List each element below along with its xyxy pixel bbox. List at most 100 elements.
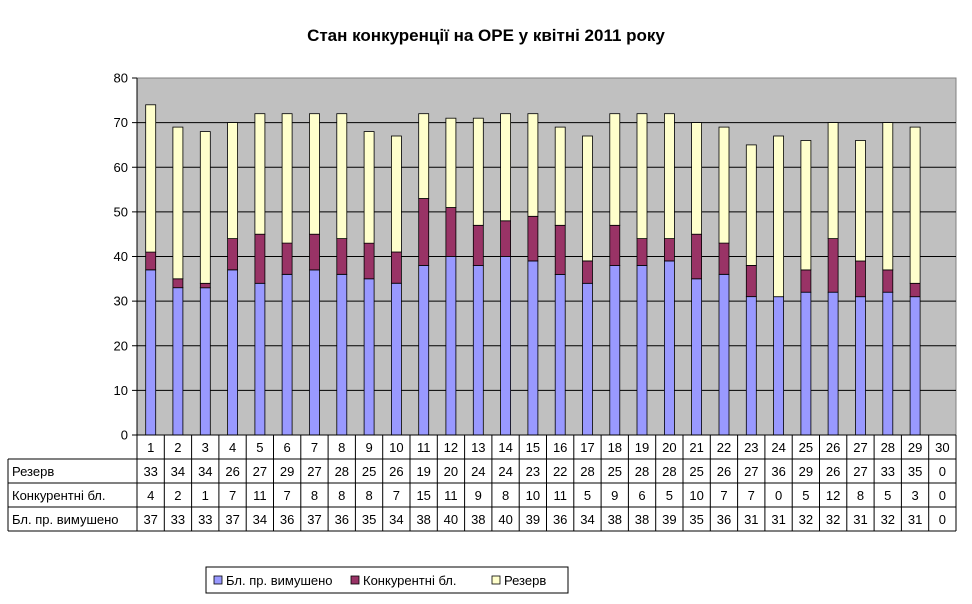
bar-segment <box>418 198 430 266</box>
table-row-label: Бл. пр. вимушено <box>12 512 119 527</box>
data-label: 1 <box>202 488 209 503</box>
legend-label: Бл. пр. вимушено <box>226 573 333 588</box>
bar-segment <box>390 135 402 253</box>
bar-segment <box>800 291 812 436</box>
data-table: 1 2 3 4 5 6 7 8 9 10 11 12 13 14 15 16 17 18 19 20 21 22 23 24 2… <box>7 434 957 532</box>
data-label: 5 <box>884 488 891 503</box>
bar-segment <box>500 113 512 222</box>
bar-segment <box>227 122 239 239</box>
data-label: 24 <box>498 464 512 479</box>
bar-segment <box>882 122 894 271</box>
bar-segment <box>145 269 157 436</box>
data-label: 35 <box>908 464 922 479</box>
data-label: 36 <box>553 512 567 527</box>
y-tick-label: 10 <box>114 383 128 398</box>
data-label: 26 <box>389 464 403 479</box>
data-label: 39 <box>662 512 676 527</box>
category-label: 18 <box>608 440 622 455</box>
category-label: 29 <box>908 440 922 455</box>
bar-segment <box>909 126 921 284</box>
bar-segment <box>254 113 266 235</box>
bar-segment <box>527 260 539 436</box>
data-label: 34 <box>253 512 267 527</box>
y-axis: 0 10 20 30 40 50 60 70 80 <box>114 71 138 443</box>
bar-segment <box>691 233 702 280</box>
bar-segment <box>172 287 184 436</box>
data-label: 36 <box>335 512 349 527</box>
data-label: 0 <box>775 488 782 503</box>
data-label: 26 <box>826 464 840 479</box>
category-label: 12 <box>444 440 458 455</box>
bar-segment <box>390 251 402 284</box>
data-label: 28 <box>580 464 594 479</box>
bar-segment <box>336 273 348 436</box>
data-label: 26 <box>225 464 239 479</box>
data-label: 28 <box>635 464 649 479</box>
data-label: 27 <box>253 464 267 479</box>
bar-segment <box>582 135 593 262</box>
data-label: 34 <box>171 464 185 479</box>
data-label: 25 <box>689 464 703 479</box>
category-label: 15 <box>526 440 540 455</box>
bar-segment <box>336 238 348 275</box>
bar-segment <box>882 291 894 436</box>
y-tick-label: 30 <box>114 294 128 309</box>
y-tick-label: 50 <box>114 204 128 219</box>
data-label: 40 <box>498 512 512 527</box>
data-label: 8 <box>857 488 864 503</box>
bar-segment <box>363 278 375 436</box>
data-label: 40 <box>444 512 458 527</box>
bar-segment <box>582 282 593 436</box>
category-label: 21 <box>689 440 703 455</box>
bar-segment <box>281 113 293 244</box>
category-label: 20 <box>662 440 676 455</box>
bar-segment <box>199 282 211 289</box>
data-label: 11 <box>253 488 267 503</box>
data-label: 32 <box>826 512 840 527</box>
bar-segment <box>472 117 484 226</box>
bar-segment <box>309 113 320 235</box>
bar-segment <box>609 224 621 266</box>
legend-box <box>205 566 569 594</box>
bar-segment <box>199 287 211 436</box>
category-label: 8 <box>338 440 345 455</box>
category-label: 11 <box>417 440 431 455</box>
data-label: 9 <box>611 488 618 503</box>
bar-segment <box>664 238 675 262</box>
category-label: 22 <box>717 440 731 455</box>
bar-segment <box>582 260 593 284</box>
data-label: 8 <box>338 488 345 503</box>
data-label: 11 <box>444 488 458 503</box>
bar-segment <box>800 140 812 271</box>
bar-segment <box>800 269 812 293</box>
category-label: 10 <box>389 440 403 455</box>
bar-segment <box>773 135 784 298</box>
data-label: 7 <box>720 488 727 503</box>
bar-segment <box>254 282 266 436</box>
bar-segment <box>664 113 675 239</box>
data-label: 7 <box>229 488 236 503</box>
data-label: 25 <box>608 464 622 479</box>
data-label: 27 <box>307 464 321 479</box>
data-label: 9 <box>475 488 482 503</box>
bar-segment <box>636 264 648 436</box>
data-label: 19 <box>416 464 430 479</box>
category-label: 24 <box>771 440 785 455</box>
bar-segment <box>227 269 239 436</box>
bar-segment <box>882 269 894 293</box>
data-label: 34 <box>389 512 403 527</box>
data-label: 34 <box>198 464 212 479</box>
data-label: 36 <box>717 512 731 527</box>
data-label: 28 <box>335 464 349 479</box>
table-row-label: Резерв <box>12 464 54 479</box>
bar-segment <box>554 224 566 275</box>
data-label: 7 <box>393 488 400 503</box>
data-label: 26 <box>717 464 731 479</box>
data-label: 27 <box>744 464 758 479</box>
category-label: 17 <box>580 440 594 455</box>
data-label: 38 <box>608 512 622 527</box>
category-label: 4 <box>229 440 236 455</box>
bar-segment <box>145 251 157 271</box>
data-label: 38 <box>635 512 649 527</box>
category-label: 6 <box>283 440 290 455</box>
